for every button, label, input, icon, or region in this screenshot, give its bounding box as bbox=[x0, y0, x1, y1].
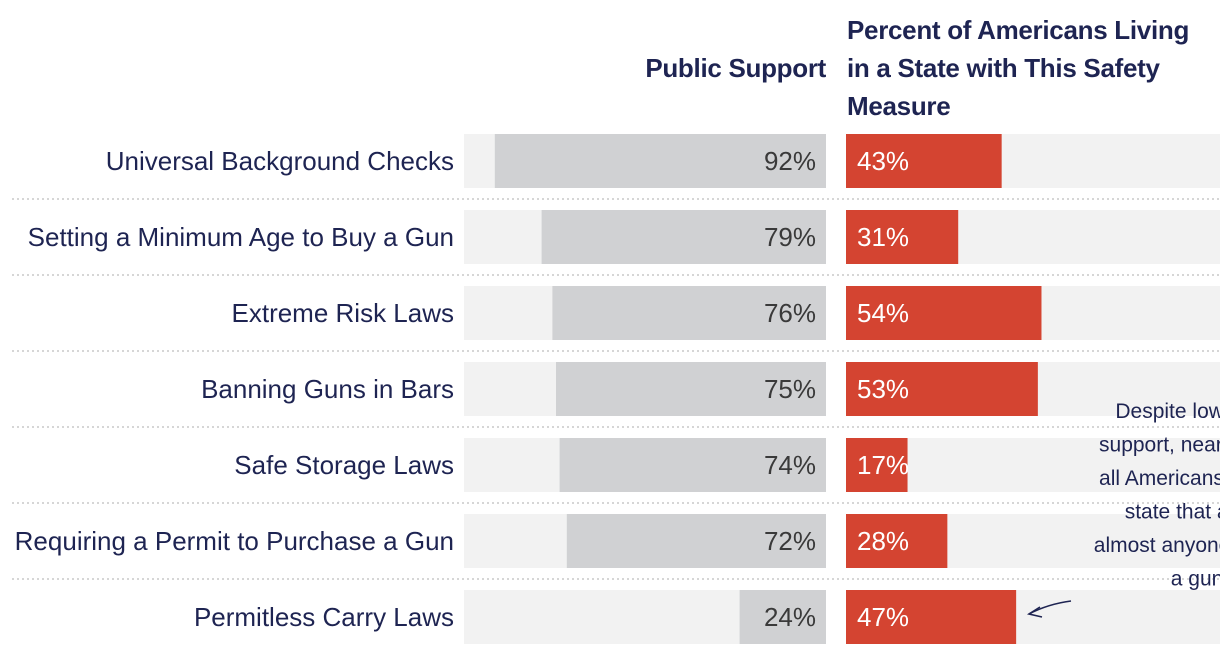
support-value-label: 75% bbox=[764, 374, 816, 404]
state-measure-header: Percent of Americans Living in a State w… bbox=[847, 11, 1220, 125]
state-value-label: 54% bbox=[857, 298, 909, 328]
row-label: Permitless Carry Laws bbox=[194, 602, 454, 632]
state-value-label: 53% bbox=[857, 374, 909, 404]
support-bar bbox=[566, 514, 826, 568]
support-value-label: 79% bbox=[764, 222, 816, 252]
state-measure-header-line: Percent of Americans Living bbox=[847, 15, 1190, 45]
row-label: Universal Background Checks bbox=[106, 146, 454, 176]
state-bar bbox=[846, 210, 959, 264]
annotation-line: all Americans live in a bbox=[1099, 467, 1220, 490]
annotation-line: support, nearly half of bbox=[1099, 434, 1220, 457]
annotation-arrowhead bbox=[1026, 606, 1043, 618]
support-bar bbox=[556, 362, 826, 416]
row-label: Requiring a Permit to Purchase a Gun bbox=[15, 526, 454, 556]
support-value-label: 74% bbox=[764, 450, 816, 480]
public-support-header: Public Support bbox=[645, 53, 826, 83]
annotation-line: state that allows bbox=[1125, 501, 1220, 524]
row-label: Setting a Minimum Age to Buy a Gun bbox=[28, 222, 454, 252]
state-value-label: 17% bbox=[857, 450, 909, 480]
support-value-label: 76% bbox=[764, 298, 816, 328]
state-measure-header-line: in a State with This Safety bbox=[847, 53, 1160, 83]
support-value-label: 92% bbox=[764, 146, 816, 176]
state-value-label: 47% bbox=[857, 602, 909, 632]
support-bar bbox=[559, 438, 826, 492]
state-value-label: 28% bbox=[857, 526, 909, 556]
support-value-label: 24% bbox=[764, 602, 816, 632]
support-bar bbox=[541, 210, 826, 264]
support-bar bbox=[739, 590, 826, 644]
annotation-line: almost anyone to carry bbox=[1094, 534, 1220, 557]
annotation-line: a gun. bbox=[1171, 568, 1220, 591]
state-bar bbox=[846, 134, 1002, 188]
state-bar bbox=[846, 362, 1038, 416]
state-track bbox=[846, 438, 1220, 492]
state-bar bbox=[846, 590, 1017, 644]
annotation-line: Despite low public bbox=[1115, 400, 1220, 423]
state-value-label: 31% bbox=[857, 222, 909, 252]
row-label: Banning Guns in Bars bbox=[201, 374, 454, 404]
state-value-label: 43% bbox=[857, 146, 909, 176]
state-bar bbox=[846, 438, 908, 492]
state-bar bbox=[846, 286, 1042, 340]
support-bar bbox=[552, 286, 826, 340]
state-bar bbox=[846, 514, 948, 568]
support-bar bbox=[494, 134, 826, 188]
support-value-label: 72% bbox=[764, 526, 816, 556]
row-label: Extreme Risk Laws bbox=[232, 298, 455, 328]
state-measure-header-line: Measure bbox=[847, 91, 951, 121]
row-label: Safe Storage Laws bbox=[234, 450, 454, 480]
